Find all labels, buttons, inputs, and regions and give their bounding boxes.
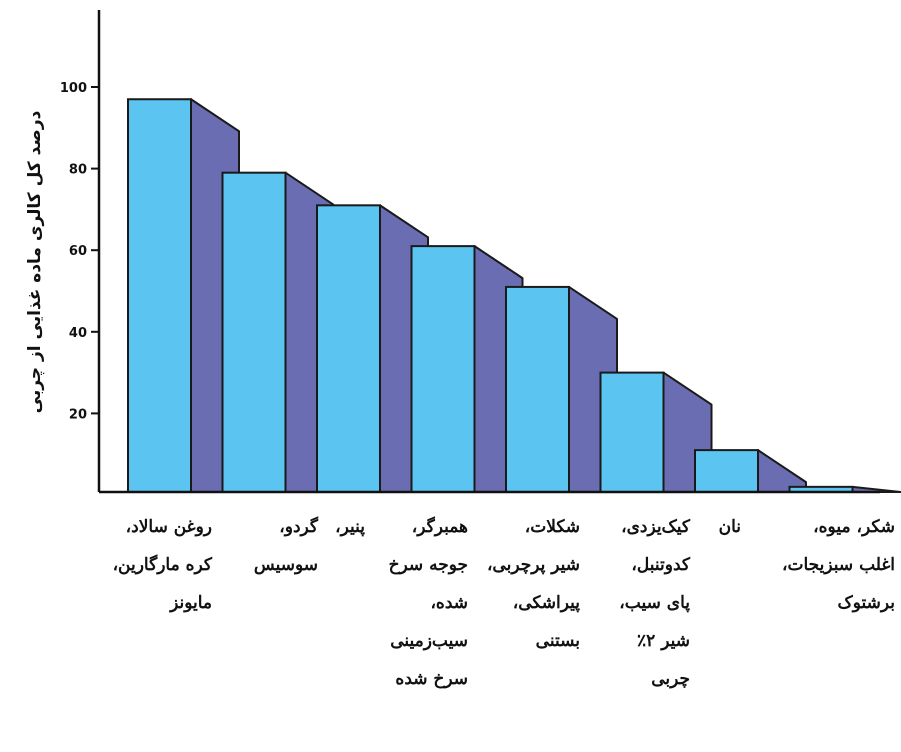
category-label-line: شیر پرچربی، bbox=[486, 555, 580, 575]
y-tick-label-40: 40 bbox=[69, 326, 87, 341]
category-label-7: نان bbox=[719, 508, 741, 546]
y-tick-label-60: 60 bbox=[69, 244, 87, 259]
category-label-line: جوجه سرخ bbox=[388, 555, 468, 575]
bar-side-7 bbox=[757, 449, 807, 493]
category-label-line: اغلب سبزیجات، bbox=[782, 555, 895, 575]
bar-6 bbox=[599, 371, 665, 494]
category-label-line: نان bbox=[718, 517, 741, 537]
y-tick-label-20: 20 bbox=[69, 407, 87, 422]
bar-4 bbox=[410, 245, 476, 493]
category-label-line: سرخ شده bbox=[395, 669, 468, 689]
category-label-line: بستنی bbox=[535, 631, 580, 651]
category-label-line: برشتوک bbox=[837, 593, 895, 613]
y-axis-label: درصد کل کالری ماده غذایی از چربی bbox=[25, 110, 45, 413]
bar-3 bbox=[316, 204, 381, 493]
category-label-line: شکلات، bbox=[524, 517, 580, 537]
category-label-line: مایونز bbox=[170, 593, 212, 613]
category-label-line: سوسیس bbox=[253, 555, 318, 575]
category-label-line: چربی bbox=[651, 669, 690, 689]
category-label-line: شکر، میوه، bbox=[813, 517, 895, 537]
category-label-line: کره مارگارین، bbox=[112, 555, 212, 575]
category-label-8: شکر، میوه، اغلب سبزیجات، برشتوک bbox=[782, 508, 895, 622]
category-label-line: روغن سالاد، bbox=[125, 517, 212, 537]
category-label-line: پیراشکی، bbox=[512, 593, 580, 613]
category-label-line: سیب‌زمینی bbox=[390, 631, 468, 651]
y-tick-label-100: 100 bbox=[60, 81, 87, 96]
category-label-2: گردو، سوسیس bbox=[254, 508, 318, 584]
category-label-line: کیک‌یزدی، bbox=[621, 517, 690, 537]
bar-2 bbox=[221, 171, 287, 493]
category-label-line: شده، bbox=[430, 593, 468, 613]
category-label-line: گردو، bbox=[279, 517, 318, 537]
category-label-5: شکلات، شیر پرچربی، پیراشکی، بستنی bbox=[487, 508, 580, 660]
category-label-line: شیر ۲٪ bbox=[637, 631, 690, 651]
bar-1 bbox=[127, 98, 192, 494]
category-label-1: روغن سالاد، کره مارگارین، مایونز bbox=[113, 508, 212, 622]
category-label-6: کیک‌یزدی، کدوتنبل، پای سیب، شیر ۲٪ چربی bbox=[619, 508, 690, 698]
bar-7 bbox=[694, 449, 759, 493]
bar-5 bbox=[505, 285, 570, 494]
category-label-3: پنیر، bbox=[335, 508, 365, 546]
y-tick-label-80: 80 bbox=[69, 163, 87, 178]
category-label-line: کدوتنبل، bbox=[631, 555, 690, 575]
category-label-line: پنیر، bbox=[335, 517, 365, 537]
category-label-line: پای سیب، bbox=[619, 593, 690, 613]
category-label-line: همبرگر، bbox=[411, 517, 468, 537]
category-label-4: همبرگر، جوجه سرخ شده، سیب‌زمینی سرخ شده bbox=[389, 508, 468, 698]
